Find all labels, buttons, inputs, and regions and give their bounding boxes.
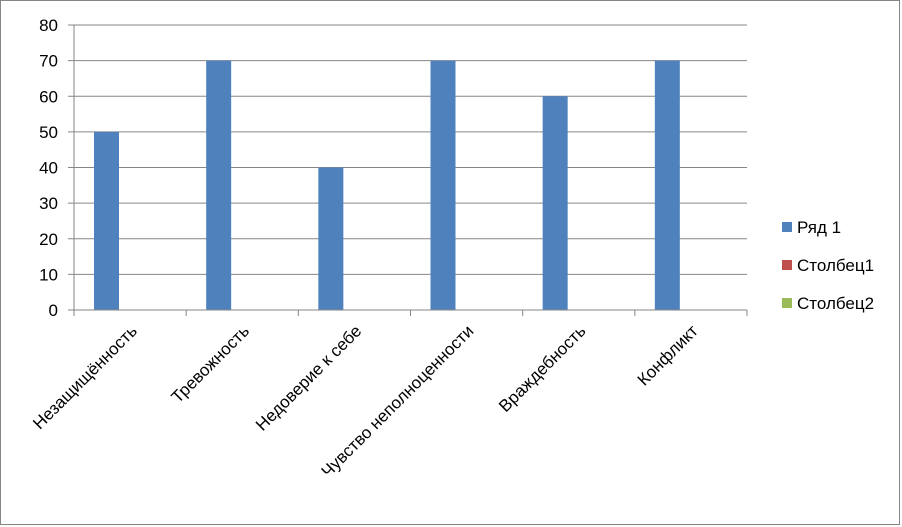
y-tick-label: 30: [39, 194, 58, 213]
bar-ряд-1-4: [542, 96, 568, 310]
legend-label: Столбец2: [797, 294, 874, 313]
y-tick-label: 50: [39, 123, 58, 142]
axes: [68, 24, 748, 316]
y-tick-label: 20: [39, 230, 58, 249]
y-tick-label: 80: [39, 16, 58, 35]
legend-swatch: [782, 260, 792, 270]
y-tick-label: 10: [39, 265, 58, 284]
legend: Ряд 1 Столбец1 Столбец2: [782, 218, 874, 313]
legend-label: Столбец1: [797, 256, 874, 275]
y-tick-label: 60: [39, 87, 58, 106]
legend-swatch: [782, 298, 792, 308]
y-tick-label: 40: [39, 159, 58, 178]
x-tick-label: Незащищённость: [29, 321, 141, 433]
x-tick-label: Враждебность: [495, 321, 590, 416]
legend-label: Ряд 1: [797, 218, 841, 237]
gridlines: [74, 24, 747, 275]
x-tick-label: Конфликт: [634, 321, 702, 389]
y-tick-label: 70: [39, 52, 58, 71]
y-tick-labels: 0 10 20 30 40 50 60 70 80: [39, 16, 58, 320]
bars: [94, 60, 680, 310]
bar-ряд-1-2: [318, 167, 344, 310]
bar-ряд-1-0: [94, 131, 119, 310]
bar-ряд-1-1: [206, 60, 232, 310]
legend-swatch: [782, 222, 792, 232]
x-tick-label: Тревожность: [168, 321, 254, 407]
x-tick-label: Недоверие к себе: [252, 321, 365, 434]
bar-ряд-1-5: [654, 60, 680, 310]
y-tick-label: 0: [49, 301, 58, 320]
bar-ряд-1-3: [430, 60, 456, 310]
